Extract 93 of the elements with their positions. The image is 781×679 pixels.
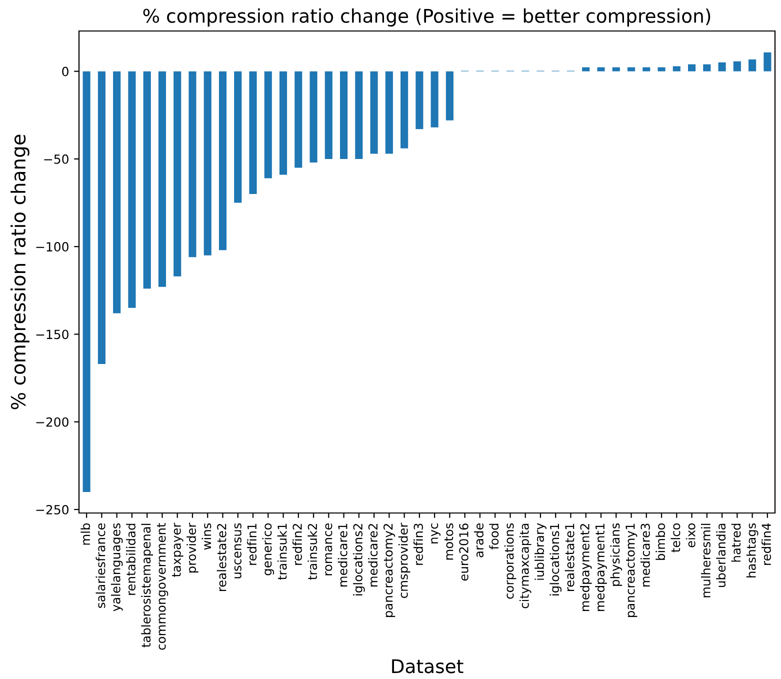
bar — [98, 71, 106, 364]
x-tick-label: food — [489, 524, 499, 550]
x-tick-label: iglocations1 — [550, 524, 562, 596]
x-tick-label: romance — [325, 523, 332, 576]
bar — [143, 71, 151, 289]
bar — [703, 64, 711, 72]
bar — [188, 71, 196, 258]
x-tick-label: arade — [474, 523, 484, 558]
bar — [128, 71, 136, 308]
x-tick-label: rentabilidad — [126, 524, 136, 595]
x-tick-label: motos — [444, 523, 454, 560]
x-tick-label: generico — [262, 523, 274, 576]
bar — [688, 64, 696, 72]
bar — [430, 71, 438, 128]
x-tick-label: pancreactomy1 — [626, 524, 638, 617]
x-tick-label: taxpayer — [172, 522, 184, 577]
x-tick-label: uberlandia — [716, 524, 726, 588]
bar — [642, 67, 650, 72]
x-tick-label: telco — [670, 523, 680, 552]
x-tick-label: medicare3 — [640, 524, 650, 586]
bar — [416, 71, 424, 130]
bar — [310, 71, 318, 162]
x-tick-label: yalelanguages — [110, 523, 123, 612]
x-tick-label: cmsprovider — [398, 522, 410, 598]
x-tick-label: medicare1 — [338, 524, 348, 586]
x-tick-label: realestate1 — [564, 524, 574, 592]
x-tick-label: mulheresmil — [701, 524, 710, 598]
bar — [597, 67, 605, 72]
x-tick-label: iglocations2 — [353, 524, 365, 596]
y-tick-label: −200 — [36, 417, 68, 427]
bar — [340, 71, 348, 159]
x-tick-label: eixo — [686, 523, 696, 548]
x-tick-label: medpayment1 — [595, 524, 607, 612]
x-tick-label: trainsuk2 — [308, 524, 318, 580]
y-tick-label: 0 — [62, 66, 68, 76]
x-tick-label: salariesfrance — [96, 523, 106, 608]
bar — [446, 71, 454, 120]
x-tick-label: medicare2 — [368, 524, 378, 586]
x-axis-title: Dataset — [392, 659, 464, 674]
x-tick-label: iublibrary — [534, 523, 546, 580]
bar — [113, 71, 121, 314]
bar — [279, 71, 288, 175]
bar — [718, 62, 726, 72]
x-tick-label: redfin1 — [247, 524, 257, 565]
x-tick-label: redfin4 — [762, 523, 771, 565]
bar — [82, 71, 90, 492]
bar — [748, 59, 756, 72]
bar — [234, 71, 242, 203]
bar — [355, 71, 363, 159]
bar — [174, 71, 182, 276]
y-tick-label: −250 — [36, 504, 68, 514]
x-tick-label: tablerosistemapenal — [141, 524, 153, 648]
bar — [324, 71, 332, 159]
x-tick-label: physicians — [610, 523, 622, 586]
x-tick-label: uscensus — [234, 523, 242, 578]
bar — [733, 61, 741, 72]
bar — [264, 71, 272, 178]
x-tick-label: provider — [186, 522, 198, 573]
bar — [612, 67, 620, 72]
bar — [385, 71, 393, 154]
bar — [672, 66, 680, 72]
x-tick-label: pancreactomy2 — [383, 524, 396, 617]
x-tick-label: citymaxcapita — [519, 524, 532, 608]
x-tick-label: realestate2 — [216, 524, 226, 592]
bar — [158, 71, 166, 287]
x-tick-label: trainsuk1 — [277, 524, 287, 580]
y-tick-label: −100 — [36, 242, 68, 252]
x-tick-label: euro2016 — [459, 523, 468, 581]
x-tick-label: redfin2 — [292, 524, 302, 565]
x-tick-label: hatred — [731, 524, 741, 562]
x-tick-label: redfin3 — [414, 524, 423, 565]
y-axis-title: % compression ratio change — [10, 134, 30, 410]
bar — [400, 71, 408, 148]
x-tick-label: commongovernment — [157, 523, 168, 650]
x-tick-label: corporations — [504, 523, 516, 599]
bar — [764, 52, 772, 72]
x-tick-label: wins — [202, 523, 212, 550]
y-tick-label: −150 — [36, 330, 68, 340]
bar — [294, 71, 302, 168]
chart-title: % compression ratio change (Positive = better compression) — [143, 8, 710, 27]
x-tick-label: mlb — [80, 523, 90, 545]
bar — [218, 71, 227, 250]
bar — [658, 67, 666, 72]
x-tick-label: hashtags — [746, 523, 758, 578]
bar — [249, 71, 257, 194]
bar — [627, 67, 636, 72]
bar — [204, 71, 212, 256]
x-tick-label: bimbo — [656, 523, 666, 560]
bar — [370, 71, 378, 154]
x-tick-label: nyc — [431, 523, 440, 544]
y-tick-label: −50 — [44, 154, 68, 164]
x-tick-label: medpayment2 — [580, 524, 592, 612]
bar — [582, 67, 590, 72]
